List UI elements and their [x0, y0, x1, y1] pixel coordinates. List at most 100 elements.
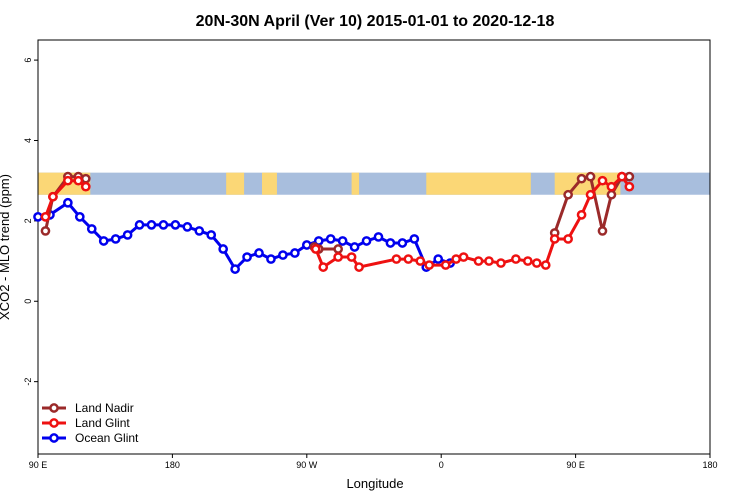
point-ocean-glint-21 — [290, 248, 300, 258]
point-ocean-glint-4 — [86, 224, 97, 234]
point-ocean-glint-29 — [385, 238, 396, 248]
point-ocean-glint-25 — [337, 236, 348, 246]
point-ocean-glint-16 — [230, 264, 240, 274]
axes: 90 E 180 90 W 0 90 E 180 -2 0 2 4 6 — [23, 58, 718, 470]
chart-title: 20N-30N April (Ver 10) 2015-01-01 to 202… — [196, 13, 555, 30]
point-ocean-glint-31 — [409, 234, 420, 244]
point-land-nadir-4 — [80, 173, 91, 184]
point-ocean-glint-26 — [349, 242, 360, 252]
map-land-2 — [262, 172, 277, 195]
point-land-nadir-10 — [576, 173, 587, 184]
legend-label-ocean-glint: Ocean Glint — [75, 431, 139, 445]
point-land-glint-13 — [424, 260, 435, 270]
point-land-glint-21 — [522, 256, 533, 266]
point-ocean-glint-13 — [194, 226, 205, 236]
legend-label-land-glint: Land Glint — [75, 416, 130, 430]
point-land-glint-3 — [73, 175, 84, 186]
series-ocean-glint — [33, 197, 456, 274]
point-land-glint-4 — [80, 181, 91, 192]
point-land-glint-12 — [415, 256, 426, 266]
point-land-glint-19 — [496, 258, 506, 268]
point-land-glint-28 — [597, 175, 608, 186]
point-land-glint-8 — [346, 252, 357, 262]
point-ocean-glint-3 — [74, 212, 85, 222]
point-land-glint-0 — [40, 212, 51, 222]
x-axis-label: Longitude — [346, 476, 403, 491]
map-land-3 — [351, 172, 360, 195]
point-ocean-glint-15 — [218, 244, 229, 254]
x-tick-label-1: 180 — [165, 460, 180, 470]
x-tick-label-2: 90 W — [296, 460, 318, 470]
point-land-glint-17 — [473, 256, 484, 266]
point-land-nadir-15 — [624, 171, 635, 182]
point-land-glint-18 — [484, 256, 494, 266]
point-ocean-glint-18 — [254, 248, 264, 258]
point-ocean-glint-33 — [433, 254, 444, 264]
point-land-glint-15 — [451, 254, 461, 264]
y-tick-label-3: 4 — [23, 138, 33, 143]
point-land-glint-16 — [458, 252, 469, 262]
point-land-glint-11 — [403, 254, 414, 264]
y-tick-label-1: 0 — [23, 299, 33, 304]
point-ocean-glint-17 — [242, 252, 252, 262]
legend-marker-ocean-glint — [49, 433, 59, 443]
y-tick-label-4: 6 — [23, 58, 33, 63]
point-land-nadir-13 — [606, 189, 617, 200]
point-ocean-glint-6 — [110, 234, 121, 244]
point-ocean-glint-22 — [301, 240, 312, 250]
x-tick-label-5: 180 — [702, 460, 717, 470]
x-tick-label-4: 90 E — [566, 460, 585, 470]
point-ocean-glint-14 — [206, 230, 217, 240]
point-land-nadir-0 — [40, 226, 51, 236]
point-ocean-glint-20 — [278, 250, 288, 260]
point-ocean-glint-0 — [33, 212, 43, 222]
point-land-glint-10 — [391, 254, 402, 264]
point-ocean-glint-9 — [146, 220, 157, 230]
point-land-glint-20 — [511, 254, 521, 264]
point-ocean-glint-8 — [134, 220, 145, 230]
point-ocean-glint-30 — [397, 238, 408, 248]
point-land-glint-2 — [63, 175, 73, 186]
y-tick-label-2: 2 — [23, 218, 33, 223]
point-land-glint-26 — [576, 209, 587, 220]
point-land-glint-9 — [354, 262, 364, 272]
x-tick-label-3: 0 — [439, 460, 444, 470]
point-ocean-glint-11 — [170, 220, 181, 230]
legend-marker-land-nadir — [49, 403, 59, 413]
point-land-glint-30 — [617, 171, 627, 182]
point-ocean-glint-27 — [361, 236, 372, 246]
point-ocean-glint-28 — [373, 232, 384, 242]
point-land-nadir-11 — [585, 171, 596, 182]
point-land-glint-29 — [606, 181, 617, 192]
point-land-glint-1 — [48, 191, 58, 202]
point-land-glint-31 — [624, 181, 635, 192]
map-land-4 — [426, 172, 531, 195]
point-land-glint-5 — [310, 244, 321, 254]
legend-marker-land-glint — [49, 418, 59, 428]
point-land-nadir-9 — [563, 189, 573, 200]
point-land-nadir-12 — [597, 226, 608, 236]
point-land-glint-27 — [585, 189, 596, 200]
series-group — [33, 171, 635, 274]
point-land-glint-24 — [549, 234, 560, 244]
x-tick-label-0: 90 E — [29, 460, 48, 470]
plot-frame — [37, 39, 711, 455]
point-ocean-glint-12 — [182, 222, 193, 232]
point-ocean-glint-10 — [158, 220, 169, 230]
point-land-glint-6 — [318, 262, 329, 272]
legend-label-land-nadir: Land Nadir — [75, 401, 134, 415]
point-land-glint-22 — [531, 258, 542, 268]
map-ocean — [38, 172, 710, 195]
point-ocean-glint-7 — [122, 230, 133, 240]
y-tick-label-0: -2 — [23, 378, 33, 386]
point-ocean-glint-19 — [266, 254, 276, 264]
point-ocean-glint-2 — [63, 197, 73, 208]
point-land-glint-23 — [540, 260, 551, 270]
point-land-glint-14 — [440, 260, 451, 270]
point-land-glint-7 — [333, 252, 344, 262]
point-ocean-glint-24 — [325, 234, 336, 244]
y-axis-label: XCO2 - MLO trend (ppm) — [0, 174, 12, 320]
series-land-glint — [40, 171, 635, 272]
point-ocean-glint-5 — [98, 236, 109, 246]
